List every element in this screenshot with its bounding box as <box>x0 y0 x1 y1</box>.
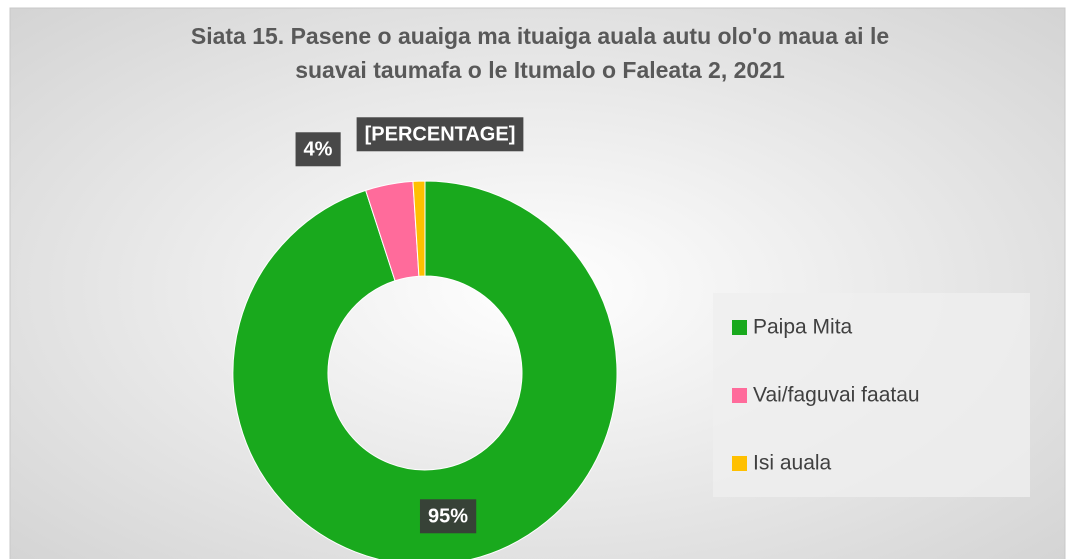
data-label-box <box>356 117 524 152</box>
data-label: 95% <box>428 505 468 527</box>
donut-slice <box>412 180 426 277</box>
chart-title: suavai taumafa o le Itumalo o Faleata 2,… <box>295 57 785 83</box>
legend-swatch <box>732 456 747 471</box>
chart-title: Siata 15. Pasene o auaiga ma ituaiga aua… <box>191 23 889 49</box>
data-label-box <box>419 499 477 534</box>
legend-swatch <box>732 388 747 403</box>
legend-label: Paipa Mita <box>753 316 853 339</box>
data-label: [PERCENTAGE] <box>365 123 516 145</box>
data-label-group: 4% <box>295 132 341 167</box>
data-label-group: 95% <box>419 499 477 534</box>
data-label-group: [PERCENTAGE] <box>356 117 524 152</box>
legend-box <box>713 293 1030 497</box>
legend-swatch <box>732 320 747 335</box>
data-label-box <box>295 132 341 167</box>
data-label: 4% <box>304 138 333 160</box>
legend-label: Vai/faguvai faatau <box>753 384 920 407</box>
donut-slice <box>232 180 618 559</box>
legend-label: Isi auala <box>753 452 832 475</box>
